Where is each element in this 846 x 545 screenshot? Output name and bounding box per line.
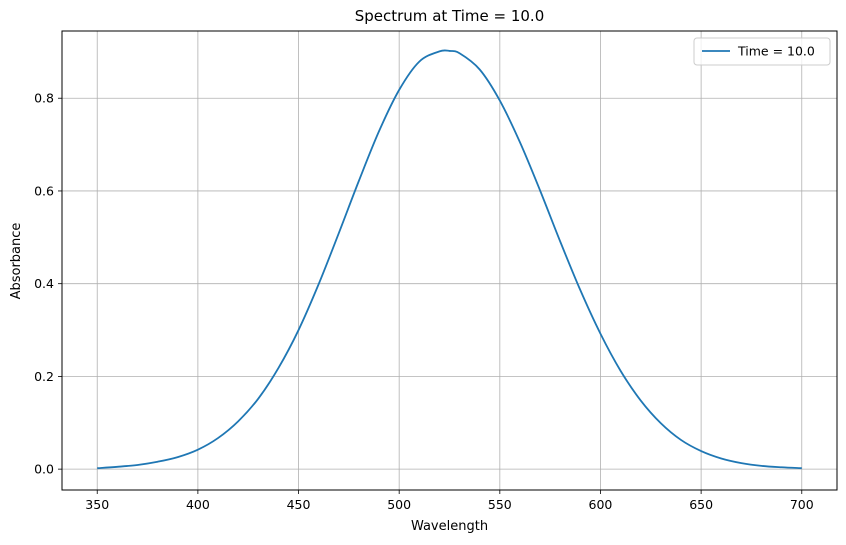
x-tick-label: 350	[85, 497, 109, 512]
grid-lines	[62, 31, 837, 490]
series-line	[97, 49, 802, 470]
x-tick-label: 400	[186, 497, 210, 512]
y-tick-label: 0.0	[34, 462, 54, 477]
plot-area-frame	[61, 30, 838, 491]
y-axis-ticks: 0.0 0.2 0.4 0.6 0.8	[34, 91, 62, 477]
x-tick-label: 500	[387, 497, 411, 512]
x-tick-label: 450	[287, 497, 311, 512]
x-tick-label: 600	[589, 497, 613, 512]
plot-area-background	[62, 31, 837, 490]
x-axis-ticks: 350 400 450 500 550 600 650 700	[85, 490, 814, 512]
chart-title: Spectrum at Time = 10.0	[355, 7, 545, 25]
x-tick-label: 550	[488, 497, 512, 512]
y-tick-label: 0.6	[34, 183, 54, 198]
y-axis-label: Absorbance	[9, 223, 24, 300]
legend-frame	[693, 37, 831, 66]
x-tick-label: 700	[790, 497, 814, 512]
series-layer	[97, 49, 802, 470]
legend-label: Time = 10.0	[737, 44, 815, 59]
y-tick-label: 0.2	[34, 369, 54, 384]
x-tick-label: 650	[689, 497, 713, 512]
legend: Time = 10.0	[693, 37, 831, 66]
x-axis-label: Wavelength	[411, 519, 488, 534]
y-tick-label: 0.4	[34, 276, 54, 291]
y-tick-label: 0.8	[34, 91, 54, 106]
